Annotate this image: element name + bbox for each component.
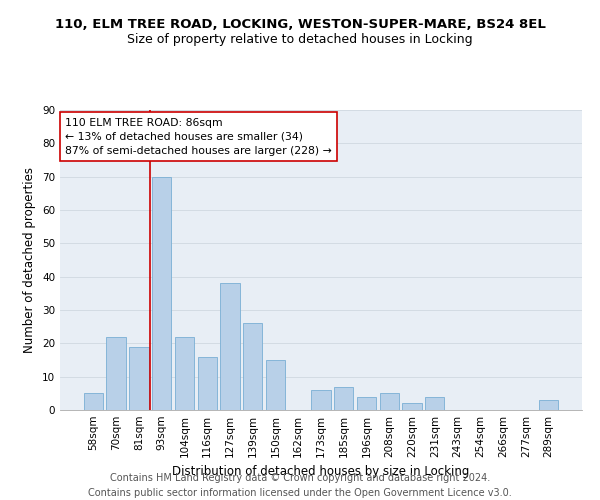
Bar	[129, 346, 149, 410]
Text: Size of property relative to detached houses in Locking: Size of property relative to detached ho…	[127, 32, 473, 46]
Bar	[311, 390, 331, 410]
Bar	[403, 404, 422, 410]
Y-axis label: Number of detached properties: Number of detached properties	[23, 167, 37, 353]
Text: Contains HM Land Registry data © Crown copyright and database right 2024.
Contai: Contains HM Land Registry data © Crown c…	[88, 472, 512, 498]
Text: 110 ELM TREE ROAD: 86sqm
← 13% of detached houses are smaller (34)
87% of semi-d: 110 ELM TREE ROAD: 86sqm ← 13% of detach…	[65, 118, 332, 156]
Bar	[197, 356, 217, 410]
Bar	[175, 336, 194, 410]
Bar	[539, 400, 558, 410]
Bar	[425, 396, 445, 410]
Bar	[152, 176, 172, 410]
Bar	[84, 394, 103, 410]
Text: 110, ELM TREE ROAD, LOCKING, WESTON-SUPER-MARE, BS24 8EL: 110, ELM TREE ROAD, LOCKING, WESTON-SUPE…	[55, 18, 545, 30]
X-axis label: Distribution of detached houses by size in Locking: Distribution of detached houses by size …	[172, 466, 470, 478]
Bar	[266, 360, 285, 410]
Bar	[220, 284, 239, 410]
Bar	[380, 394, 399, 410]
Bar	[243, 324, 262, 410]
Bar	[106, 336, 126, 410]
Bar	[334, 386, 353, 410]
Bar	[357, 396, 376, 410]
